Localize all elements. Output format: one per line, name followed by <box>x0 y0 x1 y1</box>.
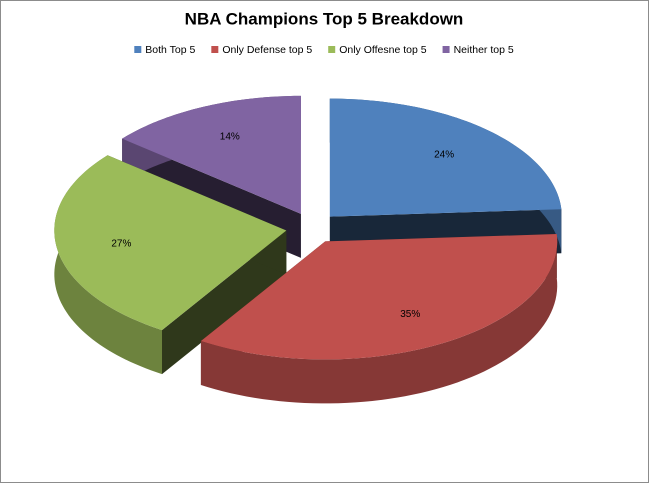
data-label: 27% <box>111 238 131 249</box>
data-label: 35% <box>400 309 420 320</box>
pie: 24% 35% 27% 14% <box>54 95 562 404</box>
legend-swatch <box>134 46 142 53</box>
legend-label: Neither top 5 <box>454 44 514 56</box>
slice <box>54 155 287 331</box>
legend-swatch <box>211 46 219 53</box>
legend-label: Only Offesne top 5 <box>339 44 427 56</box>
slice <box>122 95 301 214</box>
slice-group <box>200 234 558 404</box>
slice-wall <box>200 234 558 404</box>
legend-label: Both Top 5 <box>145 44 195 56</box>
slice <box>329 98 562 217</box>
legend-swatch <box>442 46 450 53</box>
slice-group <box>54 155 287 375</box>
data-label: 14% <box>220 132 240 143</box>
legend-label: Only Defense top 5 <box>222 44 312 56</box>
data-label: 24% <box>434 149 454 160</box>
legend: Both Top 5 Only Defense top 5 Only Offesne… <box>134 44 514 56</box>
slice <box>200 234 558 360</box>
slice-side <box>162 230 287 375</box>
legend-swatch <box>328 46 336 53</box>
chart-title: NBA Champions Top 5 Breakdown <box>185 9 464 28</box>
